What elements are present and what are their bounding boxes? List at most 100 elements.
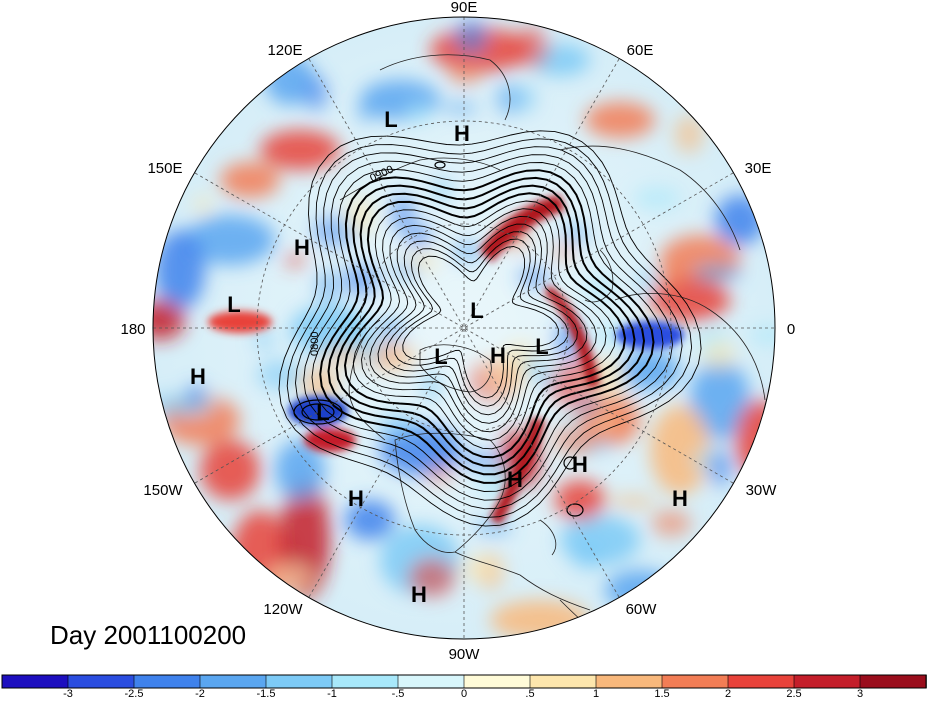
anomaly-patch (715, 195, 765, 245)
lon-label-120w: 120W (263, 601, 303, 618)
lon-label-90w: 90W (449, 646, 481, 663)
anomaly-patch (620, 350, 680, 390)
anomaly-patch (749, 325, 775, 345)
anomaly-patch (442, 101, 479, 115)
anomaly-patch (579, 398, 599, 415)
height-contour (303, 154, 673, 501)
anomaly-patch (433, 176, 451, 203)
anomaly-patch (260, 130, 340, 170)
colorbar-swatch (859, 674, 927, 689)
colorbar-frame (1, 674, 927, 689)
colorbar (1, 674, 927, 689)
high-center: H (348, 486, 364, 511)
closed-contour (301, 403, 335, 421)
anomaly-patch (459, 556, 499, 580)
anomaly-patch (422, 370, 441, 403)
anomaly-patch (513, 27, 549, 68)
lon-label-60e: 60E (627, 42, 654, 59)
anomaly-patch (555, 243, 573, 260)
lon-label-30e: 30E (745, 160, 772, 177)
colorbar-swatch (463, 674, 531, 689)
lon-label-150e: 150E (147, 160, 182, 177)
anomaly-patch (484, 356, 528, 394)
anomaly-patch (454, 18, 488, 56)
colorbar-swatch (595, 674, 663, 689)
colorbar-swatch (331, 674, 399, 689)
height-contour (394, 238, 569, 407)
anomaly-patch (254, 330, 275, 350)
anomaly-patch (609, 495, 657, 509)
anomaly-patch (426, 465, 454, 483)
height-contour (352, 200, 616, 450)
anomaly-patch (275, 440, 325, 500)
closed-contour (563, 456, 577, 470)
low-center: L (316, 400, 329, 425)
anomaly-patch (267, 563, 313, 593)
colorbar-swatch (661, 674, 729, 689)
lon-label-0: 0 (787, 321, 795, 338)
high-center: H (490, 343, 506, 368)
colorbar-tick: -2.5 (124, 688, 144, 700)
colorbar-tick: 2 (724, 688, 732, 700)
low-center: L (470, 298, 483, 323)
anomaly-patch (570, 540, 608, 570)
anomaly-patch (220, 162, 280, 198)
colorbar-swatch (1, 674, 69, 689)
anomaly-patch (322, 345, 367, 365)
height-contour (377, 223, 588, 424)
high-center: H (190, 364, 206, 389)
height-contour (295, 146, 683, 510)
lon-label-120e: 120E (267, 42, 302, 59)
anomaly-patch (690, 360, 750, 440)
anomaly-patch (735, 400, 775, 480)
pressure-centers: L H H L H L L H L L H H H H H L (190, 107, 688, 607)
anomaly-patch (405, 101, 432, 124)
colorbar-tick: 1.5 (654, 688, 670, 700)
anomaly-patch (693, 263, 743, 283)
height-contour (361, 208, 607, 441)
map-boundary (152, 16, 776, 640)
lon-label-150w: 150W (143, 482, 183, 499)
closed-contour (293, 399, 343, 425)
anomaly-patch (186, 383, 206, 409)
height-contour (311, 162, 664, 492)
colorbar-tick: 0 (460, 688, 468, 700)
anomaly-patch (674, 114, 704, 154)
high-center: H (454, 121, 470, 146)
colorbar-tick: -3 (63, 688, 73, 700)
anomaly-patch (194, 194, 212, 216)
anomaly-patch (316, 269, 339, 304)
low-center: L (227, 292, 240, 317)
colorbar-swatch (133, 674, 201, 689)
contour-label: 0800 (309, 332, 321, 356)
anomaly-patch (633, 186, 681, 211)
colorbar-tick: -1 (327, 688, 337, 700)
high-center: H (294, 235, 310, 260)
anomaly-patch (408, 558, 456, 598)
high-center: H (572, 452, 588, 477)
colorbar-swatch (793, 674, 861, 689)
anomaly-patch (200, 440, 260, 500)
height-contour (343, 192, 627, 459)
colorbar-swatch (529, 674, 597, 689)
lon-label-60w: 60W (626, 601, 658, 618)
lon-label-30w: 30W (746, 482, 778, 499)
colorbar-swatch (199, 674, 267, 689)
colorbar-swatch (265, 674, 333, 689)
height-contour (319, 169, 655, 484)
anomaly-patch (303, 75, 328, 112)
anomaly-patch (342, 264, 380, 296)
colorbar-tick: 1 (592, 688, 600, 700)
high-center: H (411, 582, 427, 607)
anomaly-patch (518, 268, 550, 287)
low-center: L (535, 334, 548, 359)
anomaly-patch (563, 224, 589, 244)
map-title: Day 2001100200 (50, 620, 247, 650)
anomaly-field (153, 17, 775, 639)
closed-contour (434, 161, 446, 169)
colorbar-swatch (727, 674, 795, 689)
anomaly-patch (703, 339, 735, 371)
lon-label-180: 180 (120, 321, 145, 338)
anomaly-patch (651, 510, 692, 537)
